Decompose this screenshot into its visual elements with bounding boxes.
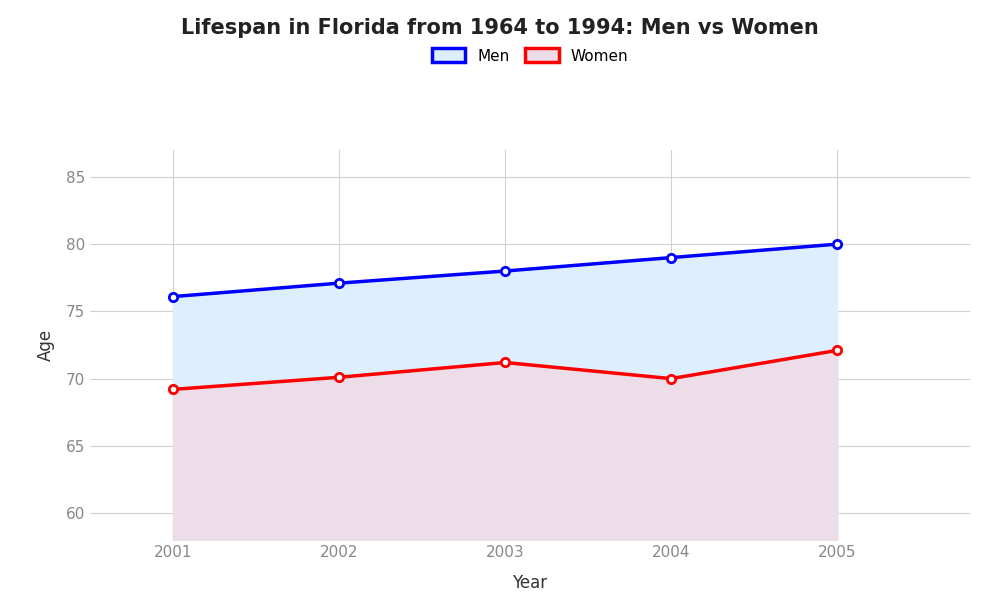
Y-axis label: Age: Age (37, 329, 55, 361)
Women (167, 386, 179, 393)
Women (665, 375, 677, 382)
Men (333, 280, 345, 287)
Men (665, 254, 677, 261)
Women (499, 359, 511, 366)
Women (333, 374, 345, 381)
Line: Women: Women (169, 346, 841, 394)
Men (831, 241, 843, 248)
Women (831, 347, 843, 354)
Text: Lifespan in Florida from 1964 to 1994: Men vs Women: Lifespan in Florida from 1964 to 1994: M… (181, 18, 819, 38)
Line: Men: Men (169, 240, 841, 301)
Men (167, 293, 179, 300)
Legend: Men, Women: Men, Women (432, 49, 628, 64)
X-axis label: Year: Year (512, 574, 548, 592)
Men (499, 268, 511, 275)
